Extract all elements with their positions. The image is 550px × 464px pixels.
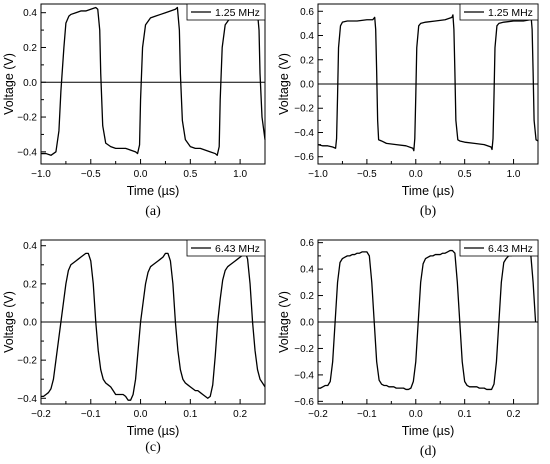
x-tick-label: −0.5 bbox=[357, 169, 377, 180]
x-axis-label: Time (µs) bbox=[127, 184, 180, 198]
x-tick-label: 0.0 bbox=[409, 169, 423, 180]
y-tick-label: 0.4 bbox=[23, 241, 37, 252]
x-tick-label: −0.5 bbox=[81, 169, 101, 180]
x-tick-label: 0.1 bbox=[183, 409, 197, 420]
series-line bbox=[317, 14, 539, 152]
y-tick-label: −0.4 bbox=[17, 394, 37, 405]
y-tick-label: −0.2 bbox=[17, 356, 37, 367]
y-axis-label: Voltage (V) bbox=[2, 291, 16, 353]
x-tick-label: 0.2 bbox=[233, 409, 247, 420]
y-tick-label: 0.4 bbox=[300, 31, 314, 42]
y-tick-label: −0.4 bbox=[17, 147, 37, 158]
legend-box bbox=[459, 239, 539, 257]
legend: 6.43 MHz bbox=[459, 239, 539, 257]
series-line bbox=[41, 250, 266, 401]
legend: 1.25 MHz bbox=[459, 3, 539, 21]
y-axis-label: Voltage (V) bbox=[277, 53, 291, 115]
x-tick-label: 0.2 bbox=[507, 409, 521, 420]
y-tick-label: −0.4 bbox=[294, 128, 314, 139]
legend: 1.25 MHz bbox=[186, 3, 266, 21]
y-tick-label: 0.0 bbox=[23, 78, 37, 89]
y-tick-label: 0.0 bbox=[23, 318, 37, 329]
x-tick-label: −1.0 bbox=[31, 169, 51, 180]
x-tick-label: 0.0 bbox=[134, 409, 148, 420]
series-line bbox=[318, 249, 537, 391]
y-tick-label: −0.6 bbox=[294, 152, 314, 163]
panel-label-d: (d) bbox=[419, 444, 437, 459]
chart-c-svg: −0.2 −0.1 0.0 0.1 0.2 −0.4 −0.2 0.0 0.2 0.4 Time (… bbox=[2, 239, 266, 438]
legend-label: 6.43 MHz bbox=[488, 243, 533, 255]
y-tick-label: 0.6 bbox=[300, 7, 314, 18]
x-tick-label: 0.5 bbox=[458, 169, 472, 180]
y-axis-label: Voltage (V) bbox=[277, 291, 291, 353]
x-axis-label: Time (µs) bbox=[402, 424, 455, 438]
series-line bbox=[41, 6, 266, 156]
chart-panel-d: −0.2 −0.1 0.0 0.1 0.2 −0.6 −0.4 −0.2 0.0 0.2 0.4 0.… bbox=[275, 232, 550, 464]
x-tick-label: −0.2 bbox=[308, 409, 328, 420]
y-tick-label: −0.4 bbox=[294, 370, 314, 381]
legend-label: 6.43 MHz bbox=[215, 243, 260, 255]
x-tick-label: 1.0 bbox=[233, 169, 247, 180]
x-tick-label: 0.0 bbox=[134, 169, 148, 180]
x-axis-label: Time (µs) bbox=[127, 424, 180, 438]
legend-box bbox=[186, 3, 266, 21]
y-tick-label: −0.2 bbox=[294, 104, 314, 115]
legend-label: 1.25 MHz bbox=[215, 7, 260, 19]
legend-box bbox=[186, 239, 266, 257]
x-tick-label: 0.0 bbox=[409, 409, 423, 420]
y-tick-label: 0.2 bbox=[23, 43, 37, 54]
y-tick-label: 0.2 bbox=[23, 279, 37, 290]
x-tick-label: 0.5 bbox=[183, 169, 197, 180]
chart-a-svg: −1.0 −0.5 0.0 0.5 1.0 −0.4 −0.2 0.0 0.2 0.4 Time (… bbox=[2, 3, 266, 198]
x-tick-label: −0.1 bbox=[81, 409, 101, 420]
y-tick-label: 0.0 bbox=[300, 80, 314, 91]
legend-label: 1.25 MHz bbox=[488, 7, 533, 19]
y-tick-label: 0.6 bbox=[300, 238, 314, 249]
y-tick-label: 0.2 bbox=[300, 291, 314, 302]
x-tick-label: −0.1 bbox=[357, 409, 377, 420]
chart-panel-b: −1.0 −0.5 0.0 0.5 1.0 −0.6 −0.4 −0.2 0.0 0.2 0.4 0.… bbox=[275, 0, 550, 232]
y-tick-label: −0.6 bbox=[294, 397, 314, 408]
x-tick-label: −1.0 bbox=[308, 169, 328, 180]
x-tick-label: 0.1 bbox=[458, 409, 472, 420]
y-axis-label: Voltage (V) bbox=[2, 53, 16, 115]
chart-panel-c: −0.2 −0.1 0.0 0.1 0.2 −0.4 −0.2 0.0 0.2 0.4 Time (… bbox=[0, 232, 275, 464]
plot-frame bbox=[40, 3, 266, 165]
x-tick-label: 1.0 bbox=[507, 169, 521, 180]
panel-label-c: (c) bbox=[145, 440, 161, 455]
legend-box bbox=[459, 3, 539, 21]
chart-panel-a: −1.0 −0.5 0.0 0.5 1.0 −0.4 −0.2 0.0 0.2 0.4 Time (… bbox=[0, 0, 275, 232]
legend: 6.43 MHz bbox=[186, 239, 266, 257]
panel-label-b: (b) bbox=[419, 204, 437, 219]
x-tick-label: −0.2 bbox=[31, 409, 51, 420]
y-tick-label: 0.4 bbox=[300, 265, 314, 276]
chart-b-svg: −1.0 −0.5 0.0 0.5 1.0 −0.6 −0.4 −0.2 0.0 0.2 0.4 0.… bbox=[277, 3, 539, 198]
y-tick-label: −0.2 bbox=[294, 344, 314, 355]
x-axis-label: Time (µs) bbox=[402, 184, 455, 198]
panel-label-a: (a) bbox=[145, 204, 161, 219]
chart-d-svg: −0.2 −0.1 0.0 0.1 0.2 −0.6 −0.4 −0.2 0.0 0.2 0.4 0.… bbox=[277, 238, 539, 438]
y-tick-label: 0.2 bbox=[300, 55, 314, 66]
y-tick-label: 0.0 bbox=[300, 318, 314, 329]
y-tick-label: 0.4 bbox=[23, 8, 37, 19]
y-tick-label: −0.2 bbox=[17, 113, 37, 124]
